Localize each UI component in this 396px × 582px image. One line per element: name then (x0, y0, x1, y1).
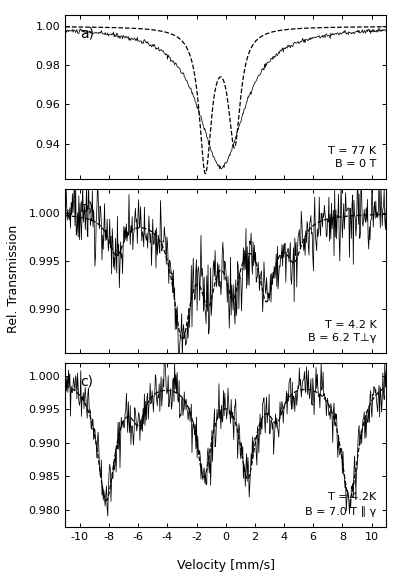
Text: b): b) (80, 200, 94, 214)
Text: T = 77 K
B = 0 T: T = 77 K B = 0 T (328, 146, 377, 169)
Text: a): a) (80, 26, 94, 40)
Text: Rel. Transmission: Rel. Transmission (8, 225, 20, 333)
Text: c): c) (80, 374, 93, 388)
Text: Velocity [mm/s]: Velocity [mm/s] (177, 559, 275, 572)
Text: T = 4.2K
B = 7.0 T ∥ γ: T = 4.2K B = 7.0 T ∥ γ (305, 492, 377, 517)
Text: T = 4.2 K
B = 6.2 T⊥γ: T = 4.2 K B = 6.2 T⊥γ (308, 320, 377, 343)
